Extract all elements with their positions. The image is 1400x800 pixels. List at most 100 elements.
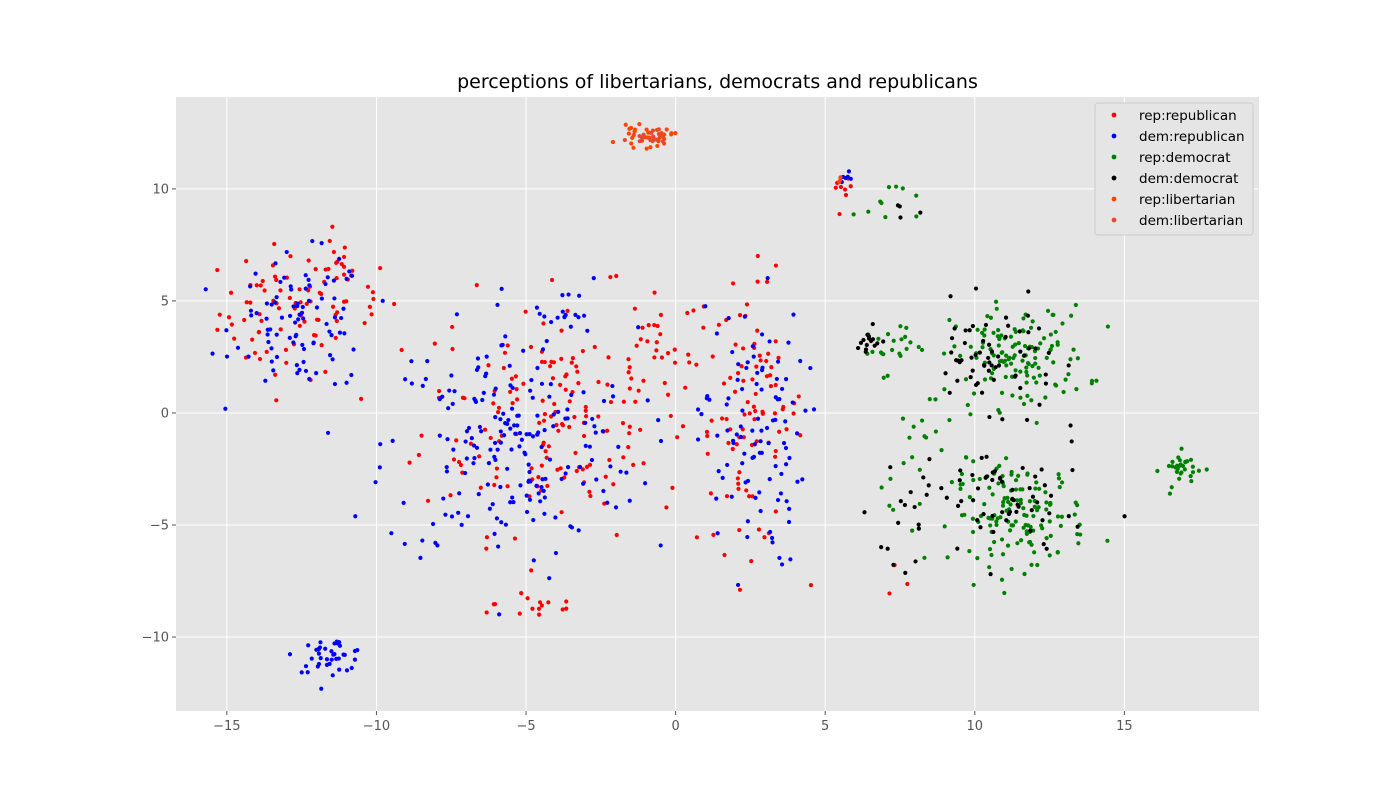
- data-point: [506, 417, 511, 423]
- data-point: [981, 511, 986, 517]
- data-point: [323, 646, 328, 651]
- data-point: [1034, 380, 1039, 385]
- data-point: [957, 478, 962, 483]
- data-point: [776, 359, 781, 364]
- data-point: [968, 412, 973, 417]
- data-point: [472, 456, 477, 461]
- data-point: [1169, 485, 1174, 490]
- data-point: [430, 521, 436, 527]
- data-point: [464, 429, 470, 434]
- data-point: [969, 355, 974, 360]
- data-point: [652, 322, 657, 328]
- data-point: [1007, 355, 1012, 360]
- data-point: [1041, 542, 1046, 547]
- data-point: [811, 407, 817, 412]
- data-point: [531, 558, 536, 563]
- data-point: [409, 359, 414, 364]
- data-point: [837, 211, 842, 217]
- data-point: [638, 427, 643, 432]
- data-point: [441, 496, 446, 501]
- data-point: [274, 295, 279, 300]
- data-point: [509, 406, 515, 411]
- data-point: [319, 296, 324, 301]
- data-point: [1027, 499, 1033, 504]
- data-point: [637, 122, 642, 127]
- data-point: [330, 673, 335, 678]
- data-point: [409, 381, 414, 386]
- data-point: [864, 342, 869, 348]
- data-point: [450, 401, 455, 407]
- data-point: [575, 369, 580, 374]
- data-point: [896, 520, 901, 525]
- data-point: [580, 348, 585, 354]
- data-point: [902, 502, 908, 508]
- data-point: [567, 399, 572, 404]
- data-point: [744, 365, 749, 371]
- data-point: [521, 348, 526, 353]
- data-point: [891, 507, 896, 512]
- data-point: [420, 538, 425, 543]
- data-point: [755, 279, 760, 284]
- data-point: [749, 558, 754, 564]
- data-point: [851, 212, 856, 217]
- data-point: [542, 314, 547, 319]
- data-point: [764, 374, 770, 379]
- data-point: [986, 355, 991, 361]
- data-point: [279, 315, 285, 320]
- data-point: [576, 528, 581, 533]
- data-point: [1068, 357, 1073, 362]
- data-point: [482, 427, 488, 432]
- data-point: [970, 516, 976, 521]
- data-point: [888, 476, 893, 481]
- data-point: [591, 276, 596, 281]
- data-point: [342, 652, 347, 657]
- data-point: [1025, 373, 1030, 378]
- data-point: [458, 462, 464, 468]
- data-point: [1068, 423, 1073, 428]
- data-point: [437, 397, 442, 402]
- data-point: [541, 418, 547, 423]
- data-point: [1003, 315, 1009, 320]
- data-point: [1008, 361, 1014, 366]
- data-point: [541, 440, 546, 445]
- data-point: [655, 143, 660, 149]
- data-point: [297, 367, 302, 372]
- data-point: [1029, 398, 1034, 403]
- data-point: [1048, 332, 1053, 337]
- data-point: [855, 345, 861, 351]
- data-point: [521, 381, 526, 386]
- data-point: [629, 376, 634, 381]
- data-point: [1022, 512, 1027, 518]
- data-point: [775, 497, 781, 503]
- data-point: [401, 500, 406, 505]
- series-dem-libertarian: [622, 127, 665, 144]
- data-point: [960, 481, 965, 487]
- data-point: [583, 408, 588, 413]
- data-point: [736, 362, 741, 367]
- data-point: [644, 146, 649, 151]
- data-point: [999, 350, 1004, 355]
- data-point: [611, 482, 616, 487]
- data-point: [994, 522, 999, 528]
- data-point: [988, 315, 994, 320]
- data-point: [1026, 289, 1031, 294]
- data-point: [293, 320, 298, 325]
- data-point: [569, 392, 574, 397]
- data-point: [759, 428, 764, 433]
- data-point: [941, 351, 947, 356]
- data-point: [287, 652, 293, 657]
- data-point: [1013, 487, 1019, 492]
- data-point: [569, 360, 574, 365]
- data-point: [224, 328, 229, 333]
- data-point: [518, 483, 523, 488]
- data-point: [1188, 473, 1193, 479]
- data-point: [638, 337, 643, 342]
- data-point: [284, 249, 289, 255]
- data-point: [510, 400, 515, 406]
- data-point: [1055, 514, 1061, 519]
- data-point: [979, 390, 985, 395]
- data-point: [610, 394, 616, 399]
- data-point: [530, 606, 535, 611]
- data-point: [1059, 514, 1064, 519]
- data-point: [766, 351, 771, 356]
